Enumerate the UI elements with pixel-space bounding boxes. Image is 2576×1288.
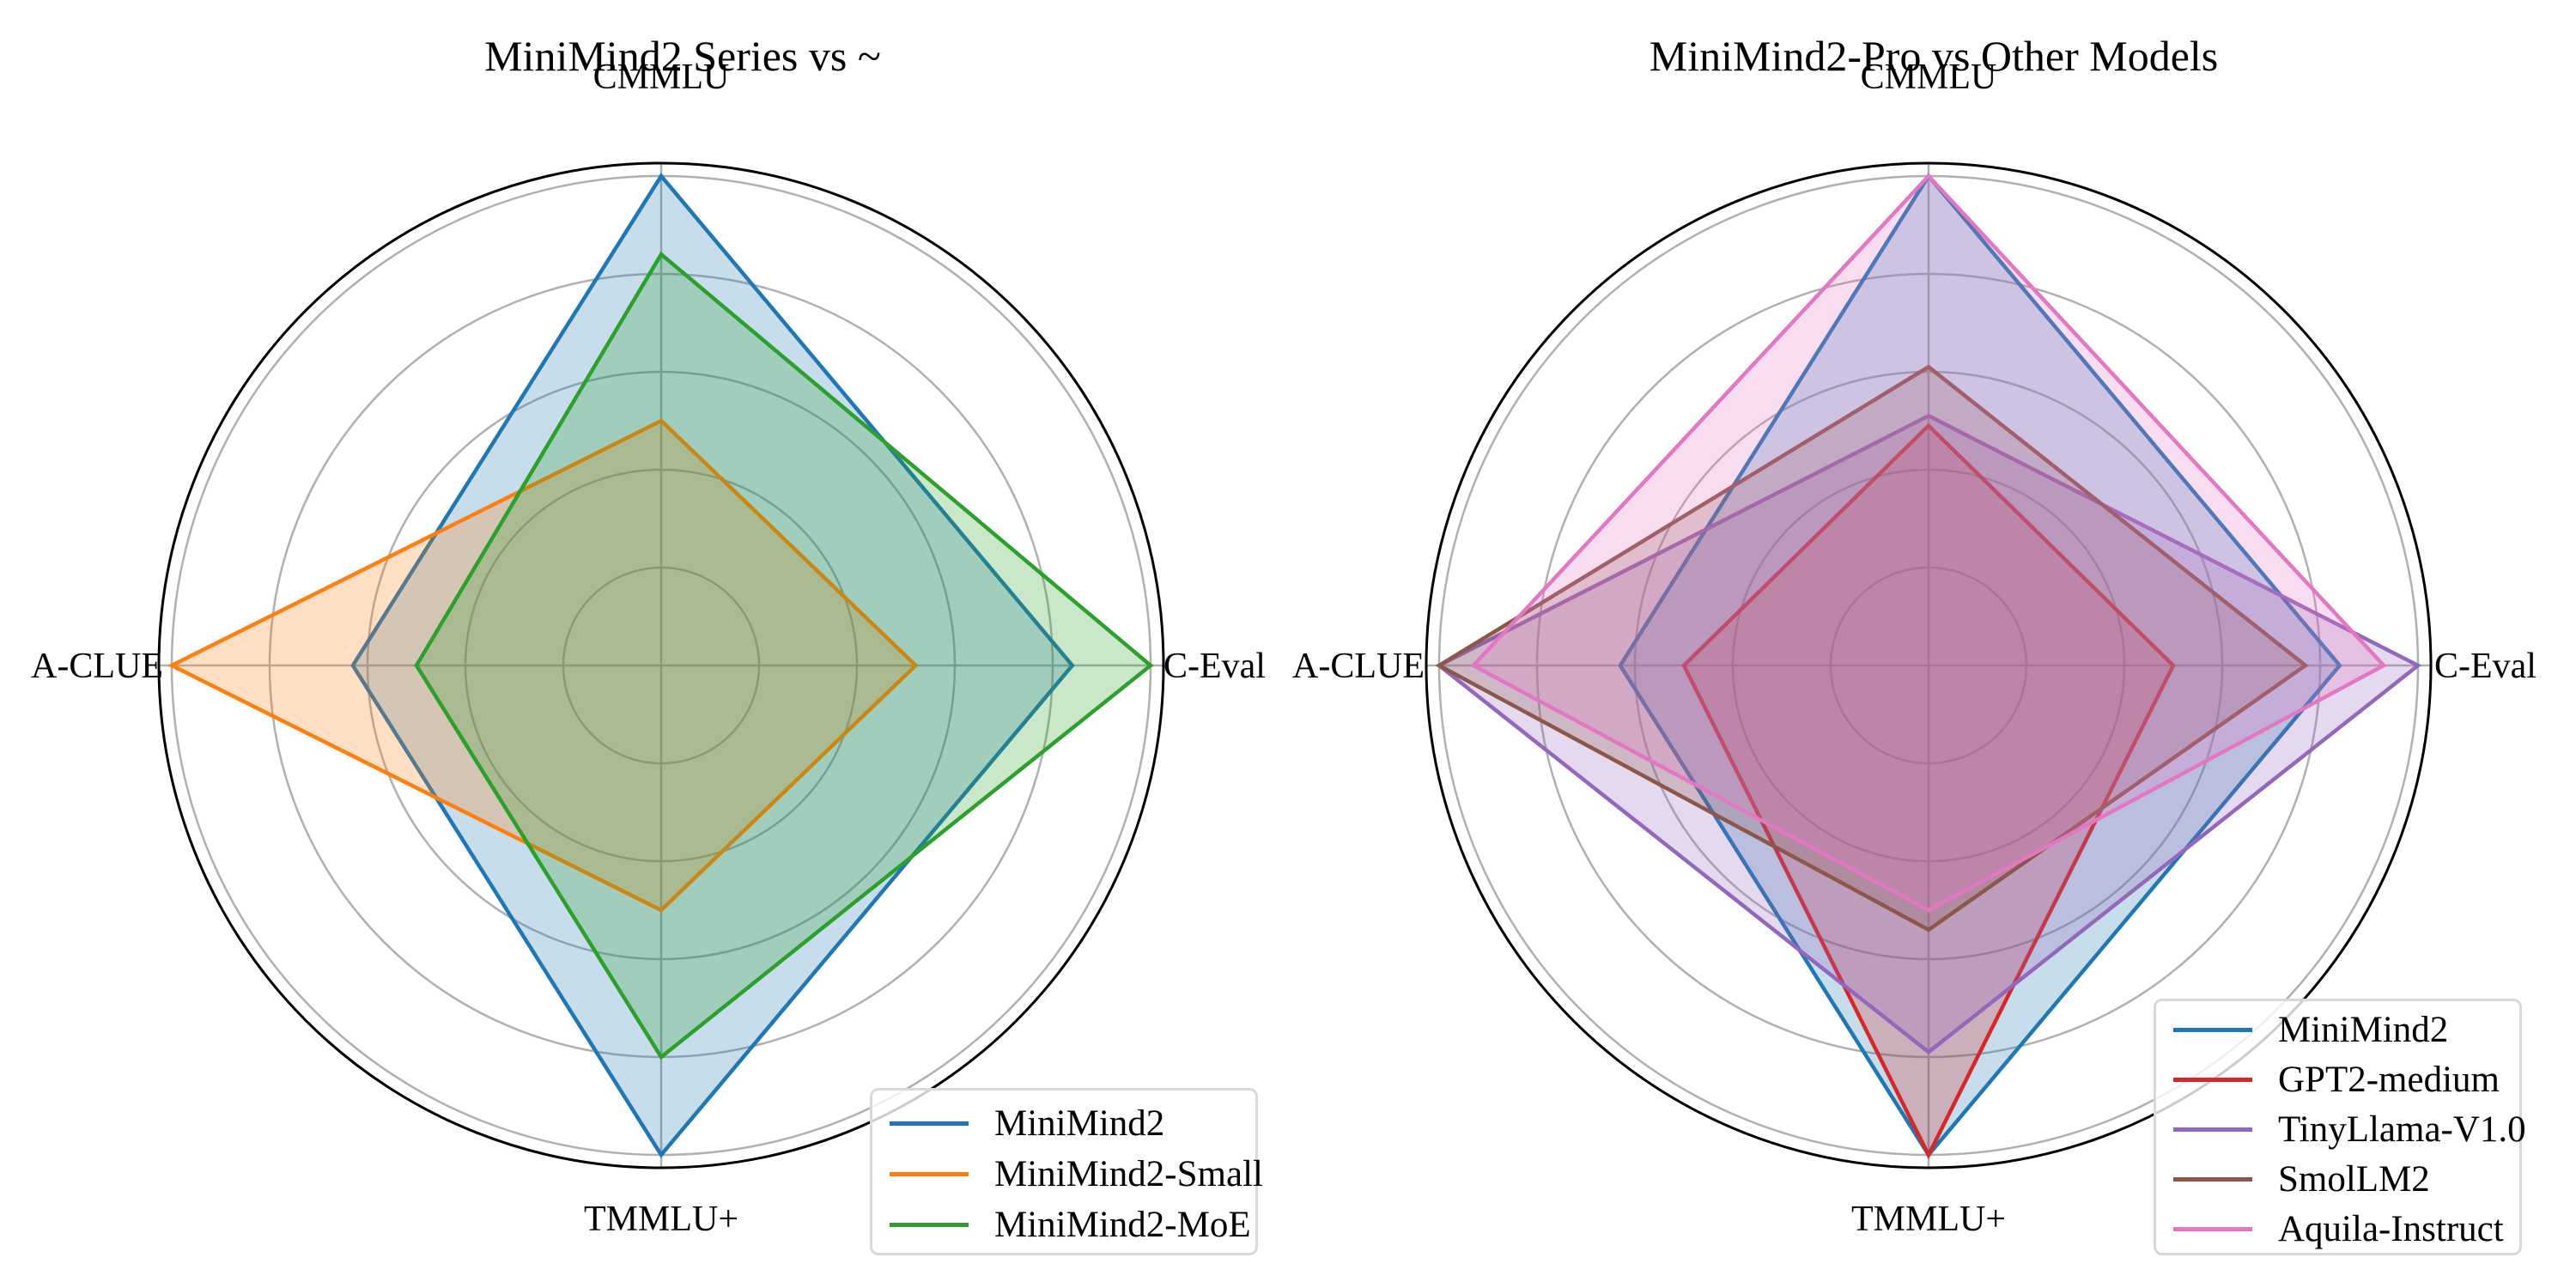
legend-swatch-line xyxy=(2173,1127,2252,1132)
legend-swatch-line xyxy=(2173,1226,2252,1231)
chart-title-left: MiniMind2 Series vs ~ xyxy=(484,32,881,80)
legend-label: MiniMind2-Small xyxy=(994,1154,1263,1194)
axis-label-cmmlu-left: CMMLU xyxy=(592,58,730,97)
axis-label-tmmlu-right: TMMLU+ xyxy=(1850,1200,2007,1239)
legend-label: MiniMind2-MoE xyxy=(994,1205,1251,1245)
legend-label: SmolLM2 xyxy=(2278,1158,2430,1200)
legend-label: TinyLlama-V1.0 xyxy=(2278,1109,2526,1150)
legend-label: Aquila-Instruct xyxy=(2278,1208,2504,1249)
legend-swatch-line xyxy=(2173,1077,2252,1082)
chart-minimind2-series: MiniMind2 Series vs ~ CMMLU C-Eval TMMLU… xyxy=(31,32,1266,1255)
legend-item: MiniMind2-Small xyxy=(872,1149,1263,1200)
axis-label-tmmlu-left: TMMLU+ xyxy=(583,1200,739,1239)
legend-item: MiniMind2-MoE xyxy=(872,1200,1255,1250)
axis-label-ceval-left: C-Eval xyxy=(1163,647,1266,686)
chart-minimind2-pro-vs-others: MiniMind2-Pro vs Other Models CMMLU C-Ev… xyxy=(1288,0,2576,1288)
legend-swatch-line xyxy=(890,1223,969,1227)
legend-swatch-line xyxy=(2173,1027,2252,1032)
chart-title-right: MiniMind2-Pro vs Other Models xyxy=(1649,32,2219,80)
radar-plot-left xyxy=(157,161,1165,1170)
legend-label: MiniMind2 xyxy=(2278,1009,2449,1050)
legend-item: Aquila-Instruct xyxy=(2156,1204,2519,1254)
legend-item: GPT2-medium xyxy=(2156,1054,2519,1104)
axis-label-aclue-right: A-CLUE xyxy=(1292,647,1425,686)
legend-label: MiniMind2 xyxy=(994,1103,1165,1144)
legend-item: SmolLM2 xyxy=(2156,1154,2519,1204)
legend-left: MiniMind2 MiniMind2-Small MiniMind2-MoE xyxy=(870,1088,1263,1255)
legend-swatch-line xyxy=(2173,1176,2252,1182)
radar-plot-right xyxy=(1425,161,2433,1170)
axis-label-aclue-left: A-CLUE xyxy=(31,647,163,686)
axis-label-cmmlu-right: CMMLU xyxy=(1860,58,1997,97)
legend-right: MiniMind2 GPT2-medium TinyLlama-V1.0 Smo… xyxy=(2154,999,2526,1255)
legend-item: MiniMind2 xyxy=(2156,1005,2519,1054)
legend-swatch-line xyxy=(890,1121,969,1126)
legend-item: MiniMind2 xyxy=(872,1098,1255,1149)
legend-swatch-line xyxy=(890,1172,969,1176)
legend-label: GPT2-medium xyxy=(2278,1059,2500,1100)
axis-label-ceval-right: C-Eval xyxy=(2434,647,2537,686)
legend-item: TinyLlama-V1.0 xyxy=(2156,1104,2526,1154)
